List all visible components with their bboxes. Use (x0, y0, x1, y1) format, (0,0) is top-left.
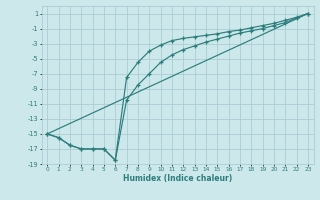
X-axis label: Humidex (Indice chaleur): Humidex (Indice chaleur) (123, 174, 232, 183)
